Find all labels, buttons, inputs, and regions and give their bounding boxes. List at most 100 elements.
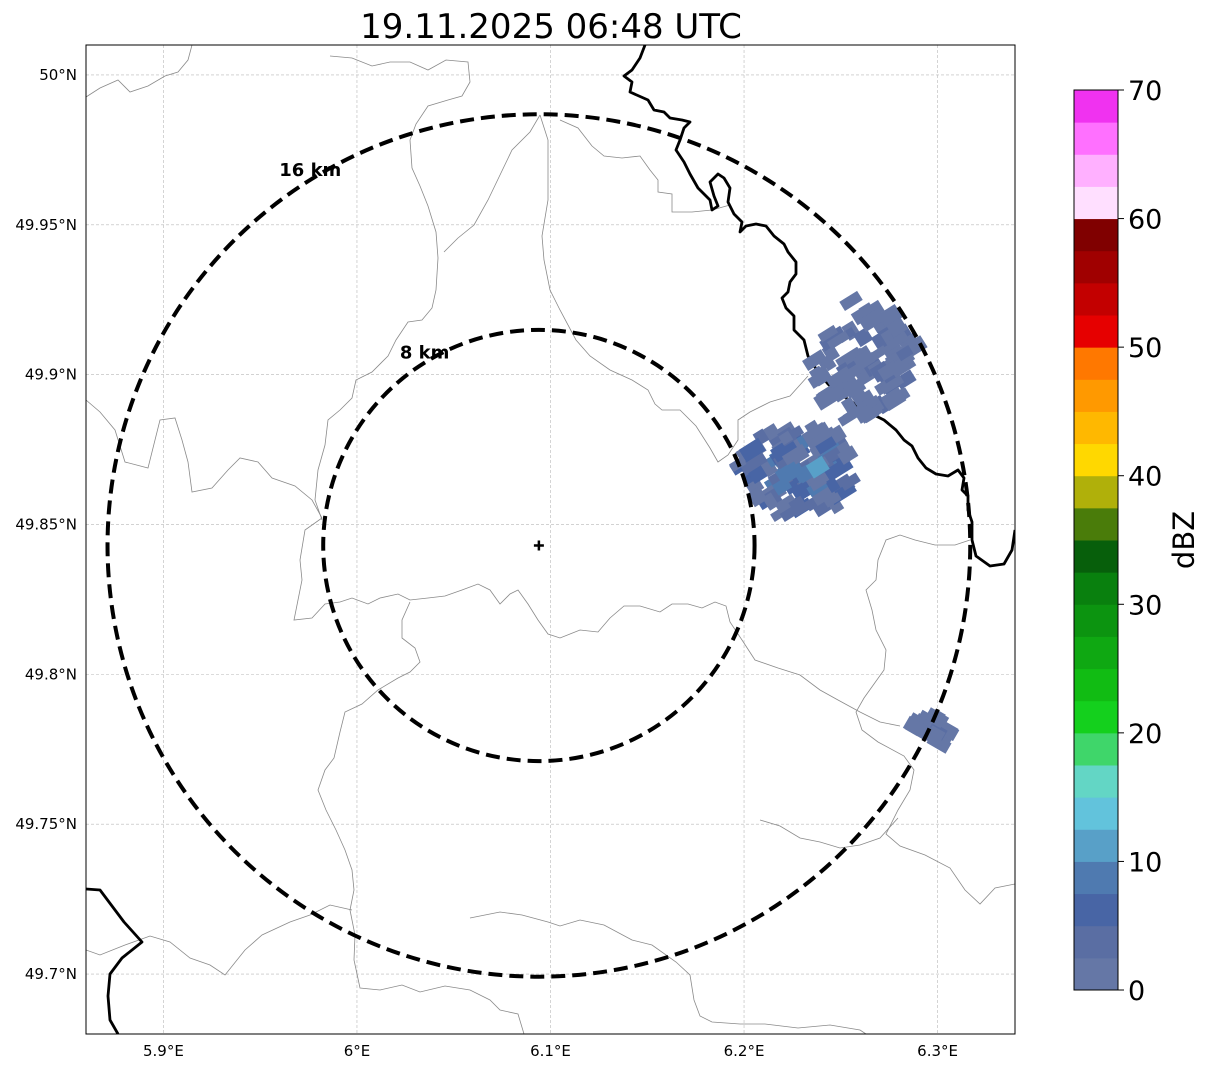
colorbar-segment <box>1074 636 1118 670</box>
echo-gate <box>821 354 837 372</box>
echo-gate <box>817 324 839 343</box>
echo-gate <box>782 461 802 481</box>
colorbar-segment <box>1074 700 1118 734</box>
echo-gate <box>886 317 908 338</box>
admin-boundary-line <box>469 911 867 1034</box>
map-area <box>86 45 1015 1034</box>
admin-boundary-line <box>559 119 731 213</box>
lon-tick-label: 6.2°E <box>724 1042 765 1060</box>
colorbar-segment <box>1074 218 1118 252</box>
echo-gate <box>880 386 907 412</box>
echo-cluster <box>802 290 928 427</box>
colorbar-segment <box>1074 507 1118 541</box>
colorbar-segment <box>1074 347 1118 380</box>
echo-gate <box>858 308 886 333</box>
colorbar-tick-label: 30 <box>1128 590 1162 621</box>
echo-gate <box>879 375 905 395</box>
echo-gate <box>808 365 826 383</box>
echo-gate <box>788 495 809 517</box>
echo-gate <box>826 330 850 350</box>
colorbar-segment <box>1074 572 1118 605</box>
echo-gate <box>760 458 779 478</box>
colorbar-segment <box>1074 540 1118 573</box>
range-rings <box>105 112 973 979</box>
echo-gate <box>895 345 914 362</box>
admin-boundary-line <box>855 534 1015 905</box>
colorbar-segment <box>1074 893 1118 927</box>
echo-gate <box>781 443 810 469</box>
colorbar-segment <box>1074 829 1118 862</box>
lon-tick-label: 6.3°E <box>917 1042 958 1060</box>
colorbar-segment <box>1074 250 1118 284</box>
echo-gate <box>769 437 799 463</box>
map-frame <box>85 44 1016 1035</box>
admin-boundary-line <box>443 114 541 253</box>
colorbar-segment <box>1074 475 1118 509</box>
admin-boundary-line <box>314 55 471 521</box>
admin-boundary-line <box>317 601 525 1034</box>
echo-gate <box>825 476 841 494</box>
echo-gate <box>877 304 903 328</box>
echo-gate <box>931 711 947 729</box>
admin-boundaries <box>86 45 1015 1034</box>
echo-gate <box>762 492 779 511</box>
echo-gate <box>778 430 794 446</box>
colorbar-segment <box>1074 797 1118 830</box>
echo-gate <box>889 357 911 378</box>
echo-gate <box>774 493 798 515</box>
admin-boundary-line <box>86 45 193 98</box>
longitude-ticks: 5.9°E 6°E 6.1°E 6.2°E 6.3°E <box>143 1042 958 1060</box>
colorbar-segment <box>1074 154 1118 187</box>
echo-gate <box>809 475 827 492</box>
lat-tick-label: 49.85°N <box>15 516 77 534</box>
colorbar-segment <box>1074 379 1118 412</box>
echo-gate <box>738 437 766 463</box>
colorbar-segment <box>1074 186 1118 220</box>
colorbar-label: dBZ <box>1167 511 1201 569</box>
echo-gate <box>815 436 837 455</box>
colorbar: 0 10 20 30 40 50 60 70 dBZ <box>1073 76 1201 1007</box>
echo-gate <box>823 492 842 508</box>
colorbar-segment <box>1074 443 1118 477</box>
echo-gate <box>837 445 859 465</box>
lat-tick-label: 49.8°N <box>25 665 77 683</box>
colorbar-tick-label: 50 <box>1128 333 1162 364</box>
range-ring <box>321 327 757 764</box>
colorbar-segment <box>1074 861 1118 895</box>
lat-tick-label: 49.9°N <box>25 366 77 384</box>
echo-gate <box>859 403 884 424</box>
colorbar-segment <box>1074 90 1118 123</box>
echo-gate <box>839 472 861 491</box>
map-background <box>86 45 1015 1034</box>
colorbar-segment <box>1074 732 1118 766</box>
country-border-line <box>86 887 144 1034</box>
colorbar-tick-label: 70 <box>1128 76 1162 107</box>
colorbar-tick-label: 10 <box>1128 847 1162 878</box>
lon-tick-label: 5.9°E <box>143 1042 184 1060</box>
echo-gate <box>853 327 874 348</box>
echo-gate <box>745 478 765 496</box>
admin-boundary-line <box>759 817 899 849</box>
echo-gate <box>739 451 768 475</box>
admin-boundary-line <box>539 114 809 463</box>
colorbar-segment <box>1074 315 1118 348</box>
colorbar-segment <box>1074 925 1118 959</box>
echo-gate <box>881 329 909 353</box>
latitude-ticks: 50°N 49.95°N 49.9°N 49.85°N 49.8°N 49.75°N 49.… <box>15 66 77 983</box>
colorbar-segment <box>1074 668 1118 702</box>
range-ring-label: 16 km <box>279 160 341 181</box>
echo-gate <box>841 363 864 382</box>
admin-boundary-line <box>86 399 901 727</box>
echo-gate <box>837 407 860 427</box>
colorbar-segment <box>1074 282 1118 316</box>
map-title: 19.11.2025 06:48 UTC <box>360 7 742 47</box>
colorbar-tick-label: 40 <box>1128 462 1162 493</box>
colorbar-tick-label: 20 <box>1128 719 1162 750</box>
colorbar-segment <box>1074 604 1118 637</box>
echo-gate <box>820 386 839 407</box>
echo-cluster <box>728 419 861 523</box>
range-ring <box>105 112 973 979</box>
range-ring-labels: 8 km 16 km <box>279 160 449 364</box>
lon-tick-label: 6°E <box>344 1042 371 1060</box>
